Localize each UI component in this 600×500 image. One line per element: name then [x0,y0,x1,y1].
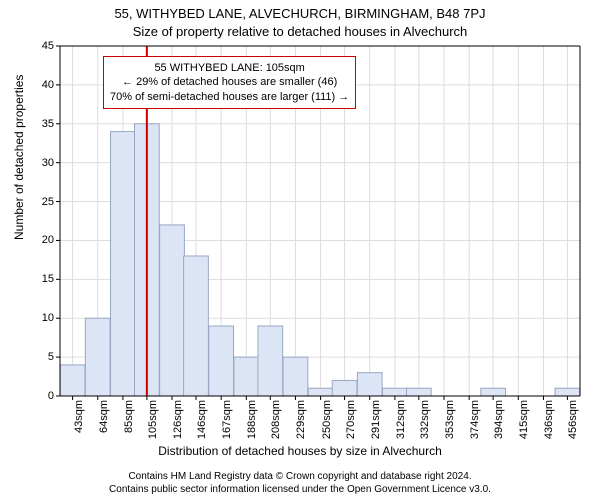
x-tick-label: 250sqm [321,400,333,439]
y-tick-label: 35 [42,118,54,130]
y-tick-label: 30 [42,157,54,169]
y-tick-label: 10 [42,312,54,324]
y-tick-label: 25 [42,196,54,208]
y-tick-label: 45 [42,40,54,52]
x-tick-label: 270sqm [345,400,357,439]
x-tick-label: 85sqm [123,400,135,433]
x-tick-label: 415sqm [518,400,530,439]
y-tick-label: 15 [42,273,54,285]
x-tick-label: 332sqm [419,400,431,439]
annotation-line1: 55 WITHYBED LANE: 105sqm [110,61,349,75]
x-tick-label: 105sqm [147,400,159,439]
title-address: 55, WITHYBED LANE, ALVECHURCH, BIRMINGHA… [0,6,600,21]
y-tick-label: 20 [42,234,54,246]
x-tick-label: 188sqm [246,400,258,439]
footer-attribution: Contains HM Land Registry data © Crown c… [0,470,600,496]
footer-line2: Contains public sector information licen… [0,483,600,496]
x-tick-label: 456sqm [567,400,579,439]
x-tick-label: 146sqm [196,400,208,439]
x-tick-label: 126sqm [172,400,184,439]
annotation-line3: 70% of semi-detached houses are larger (… [110,90,349,104]
annotation-box: 55 WITHYBED LANE: 105sqm← 29% of detache… [103,56,356,109]
x-tick-label: 291sqm [370,400,382,439]
footer-line1: Contains HM Land Registry data © Crown c… [0,470,600,483]
x-tick-label: 167sqm [221,400,233,439]
annotation-line2: ← 29% of detached houses are smaller (46… [110,75,349,89]
title-subtitle: Size of property relative to detached ho… [0,24,600,39]
y-tick-label: 40 [42,79,54,91]
x-tick-label: 312sqm [395,400,407,439]
x-tick-label: 436sqm [543,400,555,439]
x-tick-label: 353sqm [444,400,456,439]
x-axis-label: Distribution of detached houses by size … [0,444,600,458]
x-tick-label: 374sqm [469,400,481,439]
chart-container: 55, WITHYBED LANE, ALVECHURCH, BIRMINGHA… [0,0,600,500]
y-tick-label: 0 [48,390,54,402]
y-tick-label: 5 [48,351,54,363]
y-axis-label: Number of detached properties [12,75,26,240]
x-tick-label: 229sqm [295,400,307,439]
x-tick-label: 208sqm [270,400,282,439]
plot-area: 05101520253035404543sqm64sqm85sqm105sqm1… [60,46,580,396]
x-tick-label: 394sqm [493,400,505,439]
x-tick-label: 64sqm [98,400,110,433]
x-tick-label: 43sqm [73,400,85,433]
